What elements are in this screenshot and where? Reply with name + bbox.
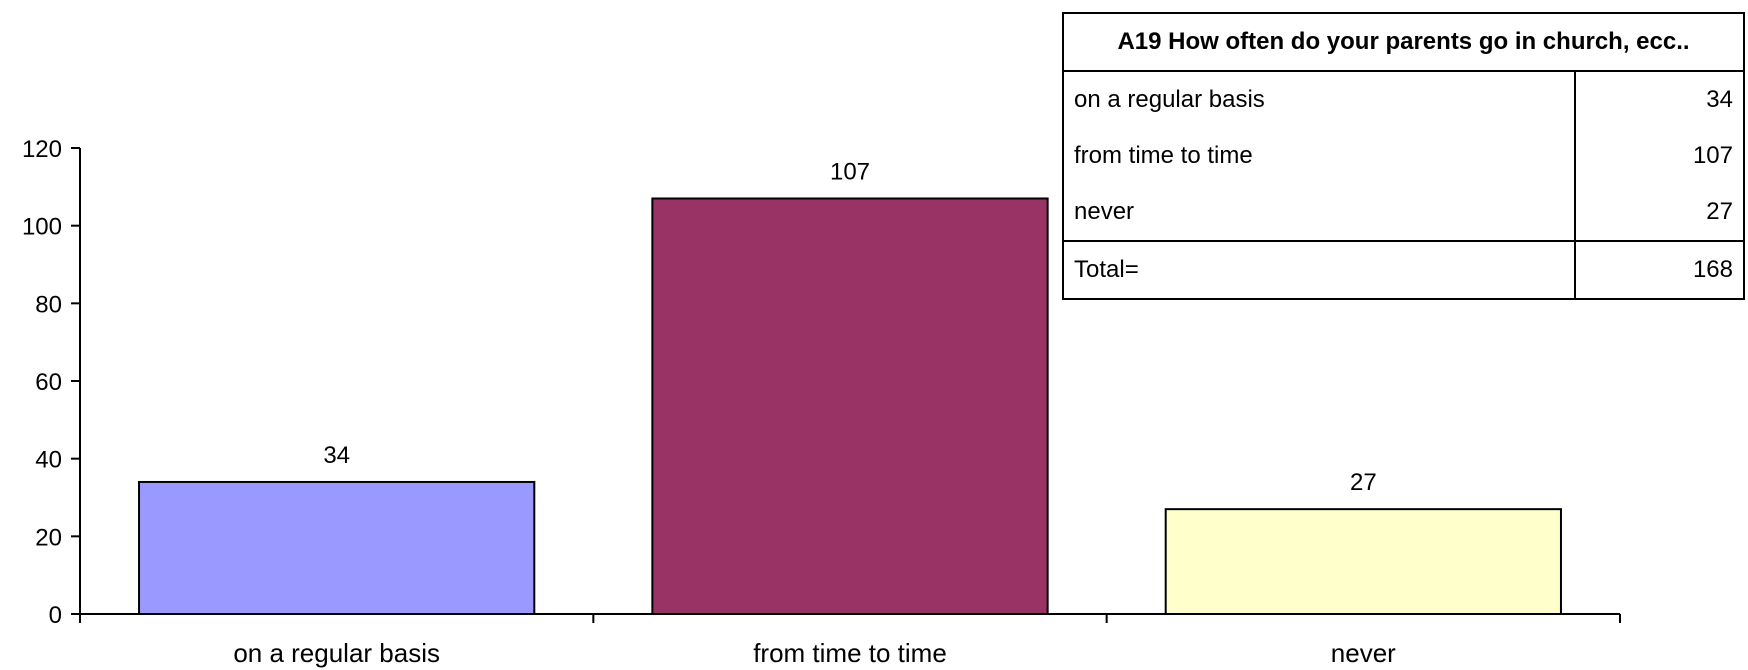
y-tick-label: 120 (22, 136, 62, 163)
table-row: never 27 (1062, 184, 1745, 241)
x-category-label: never (1331, 638, 1396, 668)
table-total-row: Total= 168 (1062, 240, 1745, 300)
y-tick-label: 80 (35, 291, 62, 318)
y-tick-label: 100 (22, 214, 62, 241)
table-row-value: 107 (1575, 128, 1745, 184)
table-title: A19 How often do your parents go in chur… (1062, 12, 1745, 72)
table-row-label: on a regular basis (1062, 71, 1576, 128)
table-total-label: Total= (1062, 240, 1576, 300)
bar-data-labels: 34 107 27 (323, 158, 1376, 496)
x-category-label: on a regular basis (233, 638, 440, 668)
bar (138, 480, 536, 616)
x-tick-labels: on a regular basis from time to time never (233, 638, 1396, 668)
bars (138, 197, 1562, 616)
y-tick-label: 40 (35, 447, 62, 474)
table-total-value: 168 (1575, 240, 1745, 300)
y-tick-label: 0 (49, 602, 62, 629)
table-row-value: 27 (1575, 184, 1745, 241)
bar-data-label: 107 (830, 158, 870, 185)
table-row-label: never (1062, 184, 1576, 241)
bar (651, 197, 1049, 615)
y-tick-label: 20 (35, 524, 62, 551)
table-row: from time to time 107 (1062, 128, 1745, 184)
table-row: on a regular basis 34 (1062, 71, 1745, 128)
data-table: A19 How often do your parents go in chur… (1062, 12, 1745, 300)
table-row-label: from time to time (1062, 128, 1576, 184)
x-category-label: from time to time (753, 638, 947, 668)
bar (1164, 508, 1562, 615)
y-tick-label: 60 (35, 369, 62, 396)
bar-data-label: 27 (1350, 469, 1377, 496)
table-row-value: 34 (1575, 71, 1745, 128)
bar-data-label: 34 (323, 442, 350, 469)
x-axis (79, 613, 1621, 623)
y-axis: 0 20 40 60 80 100 120 (22, 136, 81, 629)
